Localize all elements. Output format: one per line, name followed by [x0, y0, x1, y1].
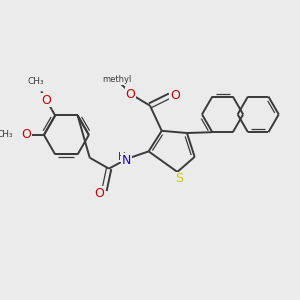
- Text: N: N: [122, 154, 131, 166]
- Text: O: O: [94, 187, 104, 200]
- Text: O: O: [170, 89, 180, 102]
- Text: O: O: [41, 94, 51, 106]
- Text: H: H: [118, 152, 126, 162]
- Text: CH₃: CH₃: [27, 77, 44, 86]
- Text: S: S: [175, 172, 183, 185]
- Text: O: O: [21, 128, 31, 141]
- Text: methyl: methyl: [102, 75, 131, 84]
- Text: CH₃: CH₃: [0, 130, 14, 140]
- Text: O: O: [125, 88, 135, 101]
